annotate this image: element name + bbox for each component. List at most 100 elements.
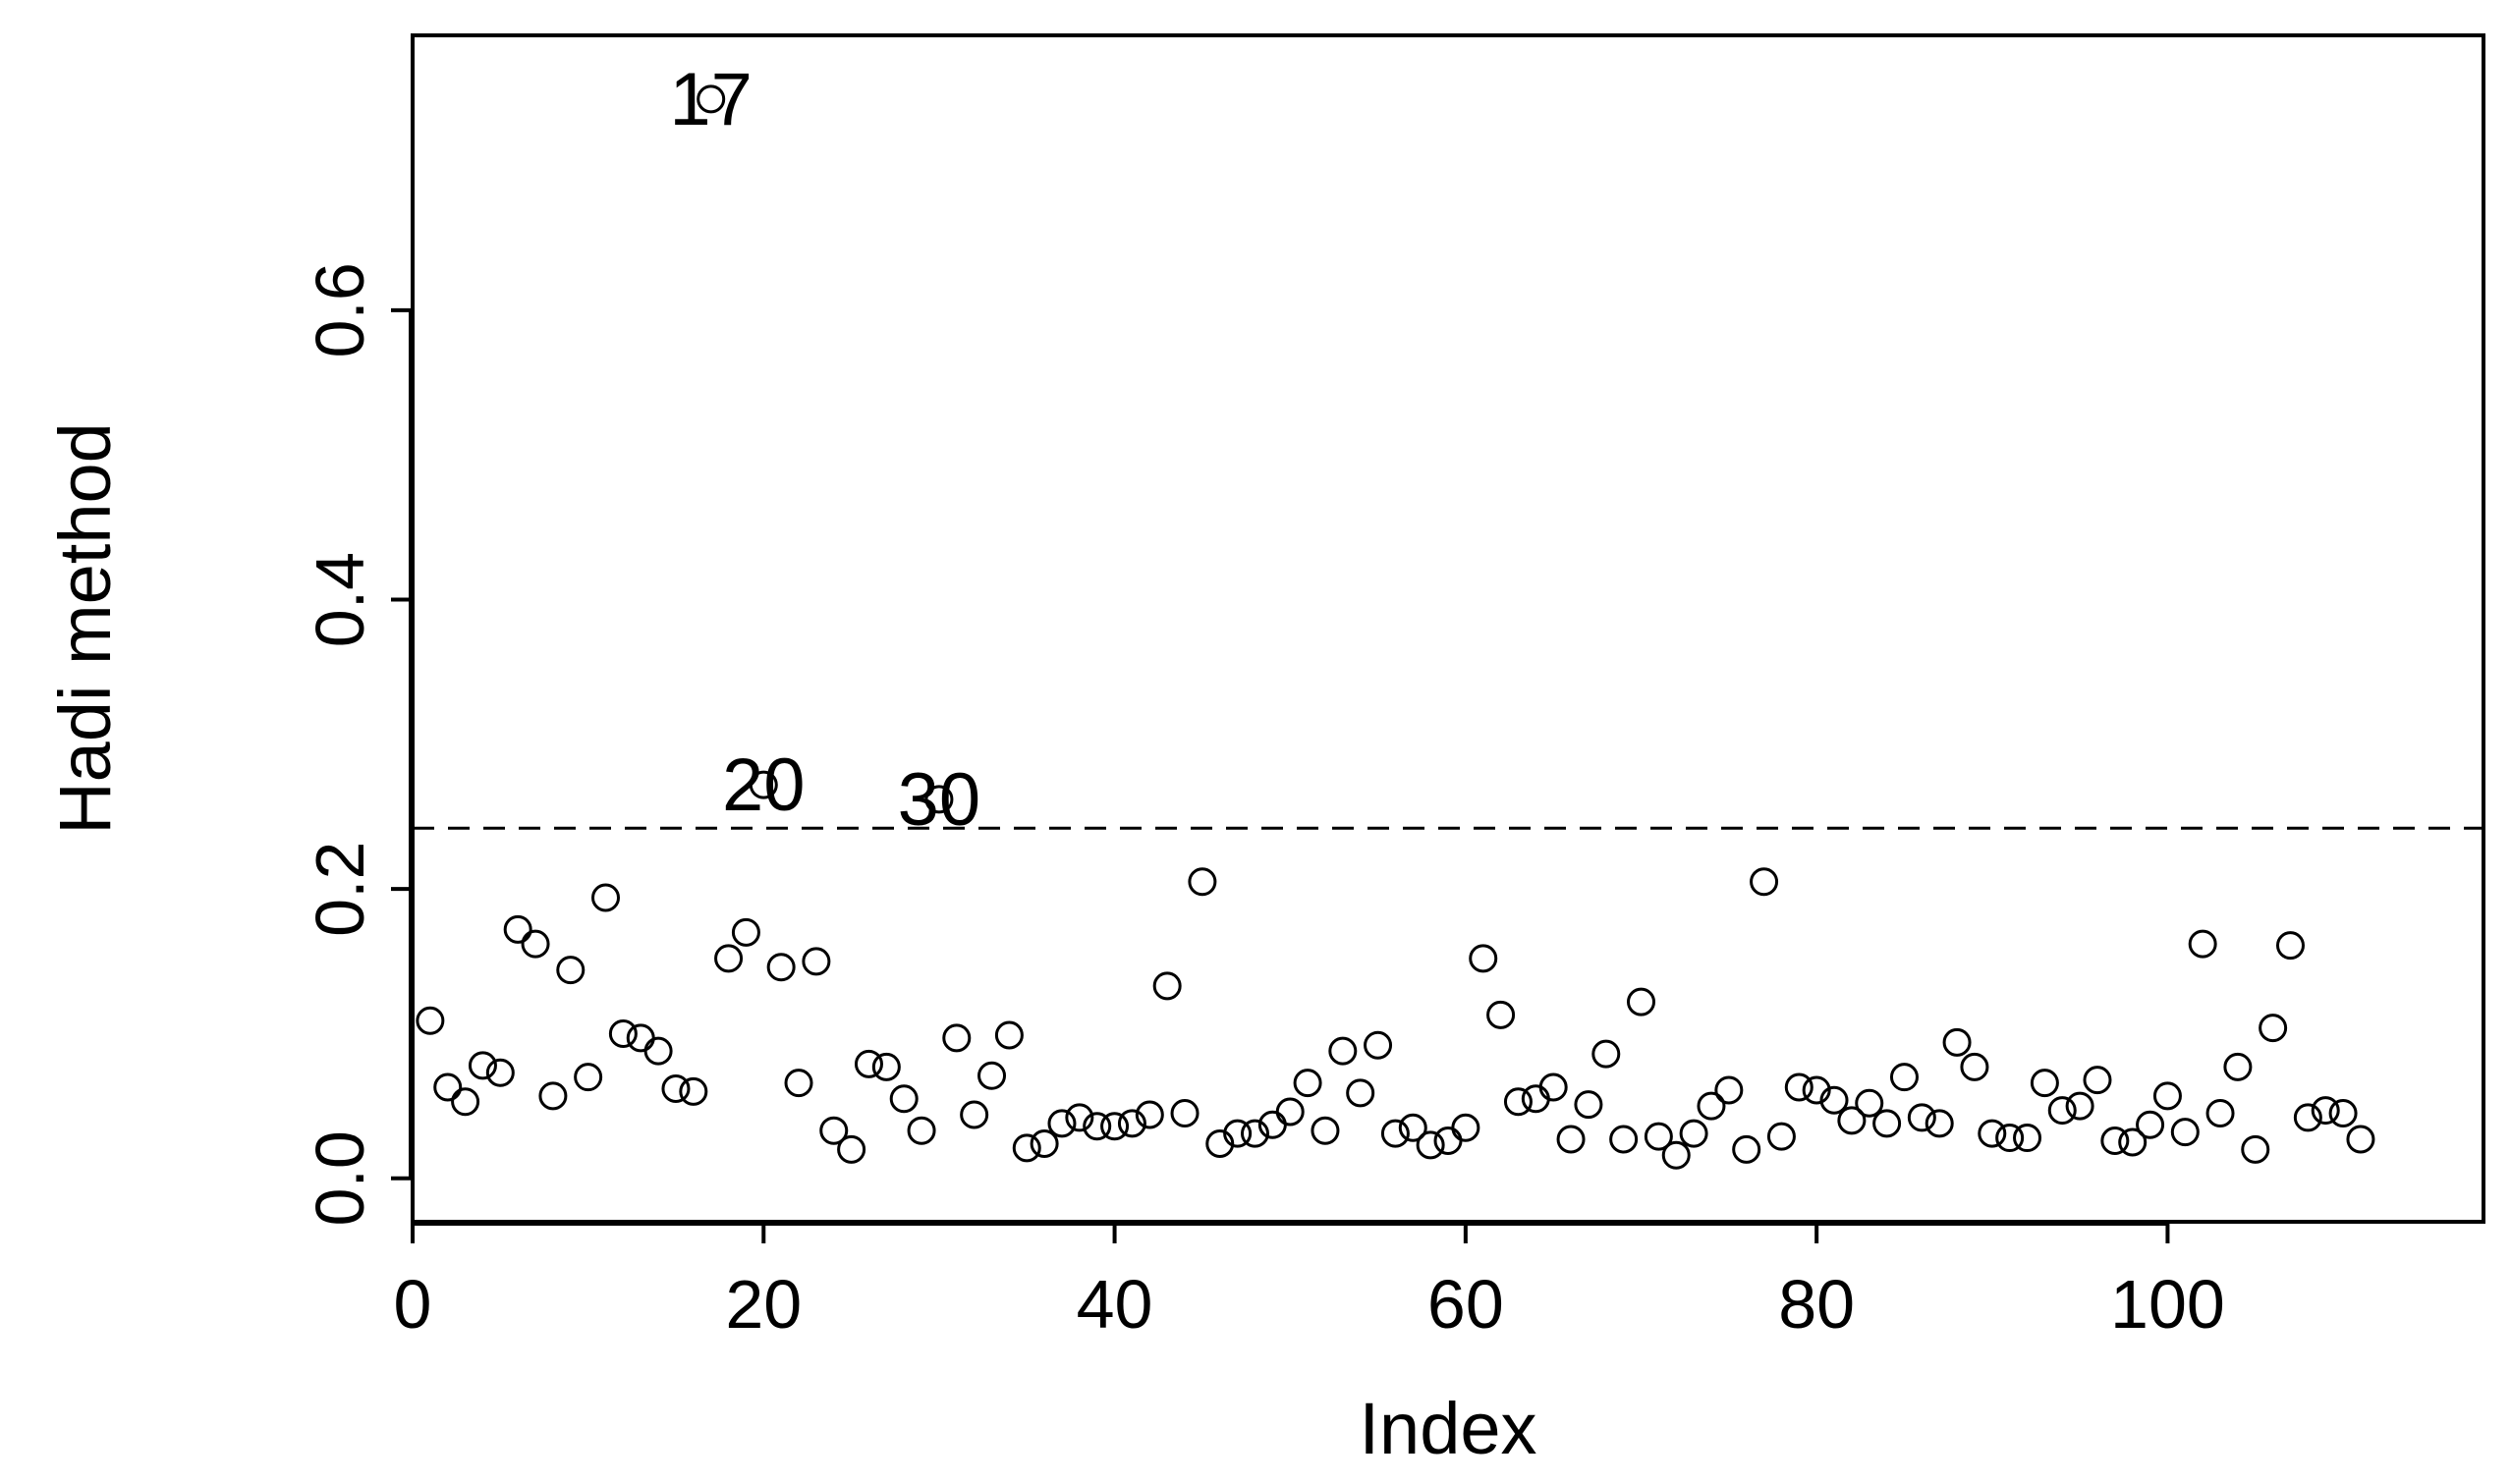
data-point xyxy=(2170,1118,2200,1147)
data-points xyxy=(416,84,2375,1170)
data-point xyxy=(538,1081,568,1111)
data-point xyxy=(1609,1125,1639,1154)
data-point xyxy=(871,1052,901,1081)
data-point xyxy=(2188,929,2217,959)
data-point xyxy=(942,1023,972,1053)
data-point xyxy=(1802,1075,1831,1105)
data-point xyxy=(1275,1097,1305,1127)
data-point xyxy=(1732,1134,1761,1164)
data-point xyxy=(1855,1088,1884,1118)
data-point xyxy=(1240,1119,1269,1148)
data-point xyxy=(1837,1106,1867,1135)
plot-frame xyxy=(411,33,2485,1224)
data-point xyxy=(643,1036,673,1066)
data-point xyxy=(521,929,550,959)
data-point xyxy=(1012,1133,1041,1163)
x-tick-label: 80 xyxy=(1778,1266,1855,1343)
data-point xyxy=(1170,1099,1200,1128)
x-tick-label: 20 xyxy=(725,1266,802,1343)
data-point xyxy=(1819,1085,1849,1115)
data-point xyxy=(2083,1066,2112,1095)
data-point xyxy=(1030,1128,1059,1158)
x-tick-label: 40 xyxy=(1077,1266,1153,1343)
data-point xyxy=(433,1072,463,1102)
data-point xyxy=(907,1116,936,1145)
data-point xyxy=(1223,1119,1253,1148)
data-point xyxy=(1784,1072,1814,1102)
data-point xyxy=(1591,1039,1621,1069)
x-tick-label: 100 xyxy=(2110,1266,2225,1343)
data-point xyxy=(2152,1081,2182,1111)
y-axis-label: Hadi method xyxy=(44,422,126,835)
data-point xyxy=(1889,1063,1919,1092)
data-point xyxy=(1117,1109,1146,1138)
data-point xyxy=(556,956,586,985)
data-point xyxy=(977,1061,1007,1090)
data-point xyxy=(766,953,796,982)
data-point xyxy=(1661,1140,1691,1170)
data-point xyxy=(1978,1119,2007,1148)
data-point xyxy=(714,944,744,973)
data-point xyxy=(2241,1134,2270,1164)
data-point xyxy=(2293,1103,2322,1132)
data-point xyxy=(994,1020,1024,1050)
data-point xyxy=(854,1049,883,1078)
data-point xyxy=(661,1073,691,1103)
data-point xyxy=(591,883,621,912)
y-tick-label: 0.0 xyxy=(302,1130,378,1226)
data-point xyxy=(2136,1110,2165,1139)
data-point xyxy=(924,785,954,814)
data-point xyxy=(1205,1128,1235,1158)
point-label: 17 xyxy=(669,58,753,141)
data-point xyxy=(1398,1113,1427,1142)
data-point xyxy=(1521,1084,1550,1114)
data-point xyxy=(1486,1000,1516,1029)
data-point xyxy=(1451,1113,1480,1142)
data-point xyxy=(574,1063,603,1092)
x-axis: 0 20 40 60 80 100 xyxy=(394,1222,2225,1343)
data-point xyxy=(1995,1124,2025,1153)
data-point xyxy=(1556,1125,1586,1154)
data-point xyxy=(2346,1125,2375,1154)
data-point xyxy=(960,1100,989,1129)
data-point xyxy=(1469,944,1498,973)
y-axis: 0.0 0.2 0.4 0.6 xyxy=(302,262,413,1226)
data-point xyxy=(697,84,726,114)
data-point xyxy=(626,1023,655,1053)
data-point xyxy=(416,1006,445,1035)
data-point xyxy=(1627,987,1656,1017)
y-tick-label: 0.2 xyxy=(302,842,378,937)
data-point xyxy=(1293,1069,1322,1098)
point-labels: 17 20 30 xyxy=(669,58,980,842)
data-point xyxy=(1503,1087,1533,1117)
data-point xyxy=(451,1087,480,1117)
data-point xyxy=(1083,1112,1112,1141)
data-point xyxy=(503,914,532,944)
data-point xyxy=(1907,1103,1936,1132)
point-label: 30 xyxy=(898,758,981,842)
y-tick-label: 0.4 xyxy=(302,552,378,647)
data-point xyxy=(2118,1127,2148,1157)
data-point xyxy=(468,1051,497,1080)
data-point xyxy=(1872,1109,1902,1138)
data-point xyxy=(1574,1090,1603,1120)
data-point xyxy=(2205,1099,2235,1128)
data-point xyxy=(1152,971,1182,1001)
data-point xyxy=(1942,1027,1972,1057)
x-tick-label: 0 xyxy=(394,1266,432,1343)
data-point xyxy=(2311,1096,2340,1126)
data-point xyxy=(2223,1052,2253,1081)
data-point xyxy=(2030,1069,2059,1098)
data-point xyxy=(1538,1072,1568,1102)
data-point xyxy=(1679,1119,1708,1148)
data-point xyxy=(1697,1091,1726,1121)
data-point xyxy=(819,1116,849,1145)
data-point xyxy=(2275,931,2305,961)
data-point xyxy=(2328,1099,2358,1128)
data-point xyxy=(1188,867,1217,897)
data-point xyxy=(485,1058,515,1087)
data-point xyxy=(1311,1116,1340,1145)
x-tick-label: 60 xyxy=(1427,1266,1504,1343)
data-point xyxy=(2065,1091,2094,1121)
data-point xyxy=(837,1134,866,1164)
